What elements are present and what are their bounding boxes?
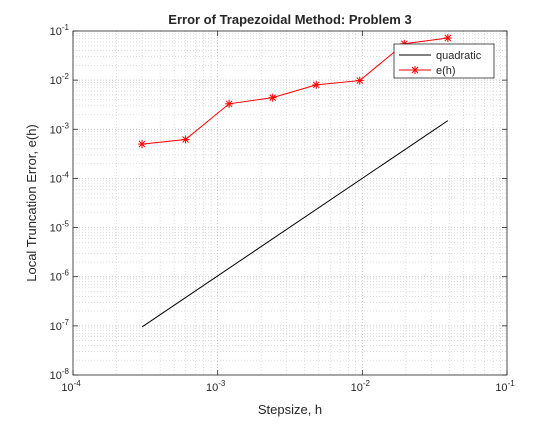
legend-marker-eh (411, 66, 419, 74)
data-point-e-h-stroke (225, 100, 233, 108)
x-tick-label-base: 10 (61, 382, 73, 394)
data-point-e-h (225, 99, 234, 108)
y-tick-label: 10-6 (50, 269, 70, 284)
y-tick-label: 10-2 (50, 72, 70, 87)
legend: quadratic e(h) (393, 43, 495, 79)
axes-box (72, 30, 508, 376)
y-tick-label-base: 10 (50, 75, 62, 87)
data-point-e-h-stroke (269, 94, 277, 102)
y-tick-label-exponent: -2 (62, 72, 70, 81)
y-tick-label-base: 10 (50, 173, 62, 185)
data-point-e-h-stroke (444, 34, 452, 42)
y-tick-label-exponent: -7 (62, 318, 70, 327)
x-tick-label: 10-2 (351, 379, 371, 394)
x-tick-label-base: 10 (351, 382, 363, 394)
minor-grid (73, 31, 507, 375)
y-tick-label: 10-8 (50, 367, 70, 382)
legend-asterisk (411, 66, 419, 74)
y-tick-label-exponent: -5 (62, 220, 70, 229)
legend-label-eh: e(h) (436, 65, 456, 77)
legend-asterisk-stroke (411, 66, 419, 74)
y-tick-label-base: 10 (50, 321, 62, 333)
y-tick-labels: 10-810-710-610-510-410-310-210-1 (50, 23, 70, 382)
y-tick-label-exponent: -6 (62, 269, 70, 278)
y-tick-label-base: 10 (50, 223, 62, 235)
x-tick-label-exponent: -1 (508, 379, 516, 388)
x-tick-label-exponent: -3 (218, 379, 226, 388)
y-tick-label: 10-5 (50, 220, 70, 235)
y-tick-label: 10-1 (50, 23, 70, 38)
y-tick-label-base: 10 (50, 272, 62, 284)
x-tick-label: 10-1 (495, 379, 515, 394)
y-tick-label-base: 10 (50, 124, 62, 136)
y-tick-label-exponent: -1 (62, 23, 70, 32)
x-tick-label: 10-3 (206, 379, 226, 394)
y-tick-label: 10-3 (50, 121, 70, 136)
y-tick-label-base: 10 (50, 370, 62, 382)
data-point-e-h (443, 34, 452, 43)
y-axis-label: Local Truncation Error, e(h) (24, 124, 39, 282)
data-point-e-h (355, 76, 364, 85)
data-point-e-h (138, 140, 147, 149)
y-tick-label: 10-7 (50, 318, 70, 333)
y-tick-label-exponent: -8 (62, 367, 70, 376)
data-point-e-h-stroke (312, 81, 320, 89)
data-point-e-h-stroke (356, 77, 364, 84)
x-tick-label-base: 10 (495, 382, 507, 394)
chart-title: Error of Trapezoidal Method: Problem 3 (168, 12, 411, 27)
x-tick-labels: 10-4 10-3 10-2 10-1 (61, 379, 515, 394)
x-axis-label: Stepsize, h (258, 402, 322, 417)
data-point-e-h-stroke (138, 140, 146, 148)
legend-label-quadratic: quadratic (436, 50, 482, 62)
y-tick-label-exponent: -3 (62, 121, 70, 130)
x-tick-label: 10-4 (61, 379, 81, 394)
x-tick-label-exponent: -2 (363, 379, 371, 388)
axes-background (73, 31, 507, 375)
y-tick-label-base: 10 (50, 26, 62, 38)
y-tick-label: 10-4 (50, 170, 70, 185)
series-line-quadratic (141, 120, 449, 328)
data-point-e-h (181, 135, 190, 144)
y-tick-label-exponent: -4 (62, 170, 70, 179)
data-point-e-h (312, 80, 321, 89)
data-point-e-h (268, 93, 277, 102)
x-tick-label-exponent: -4 (74, 379, 82, 388)
data-point-e-h-stroke (182, 136, 189, 143)
legend-box (393, 43, 495, 79)
x-tick-label-base: 10 (206, 382, 218, 394)
